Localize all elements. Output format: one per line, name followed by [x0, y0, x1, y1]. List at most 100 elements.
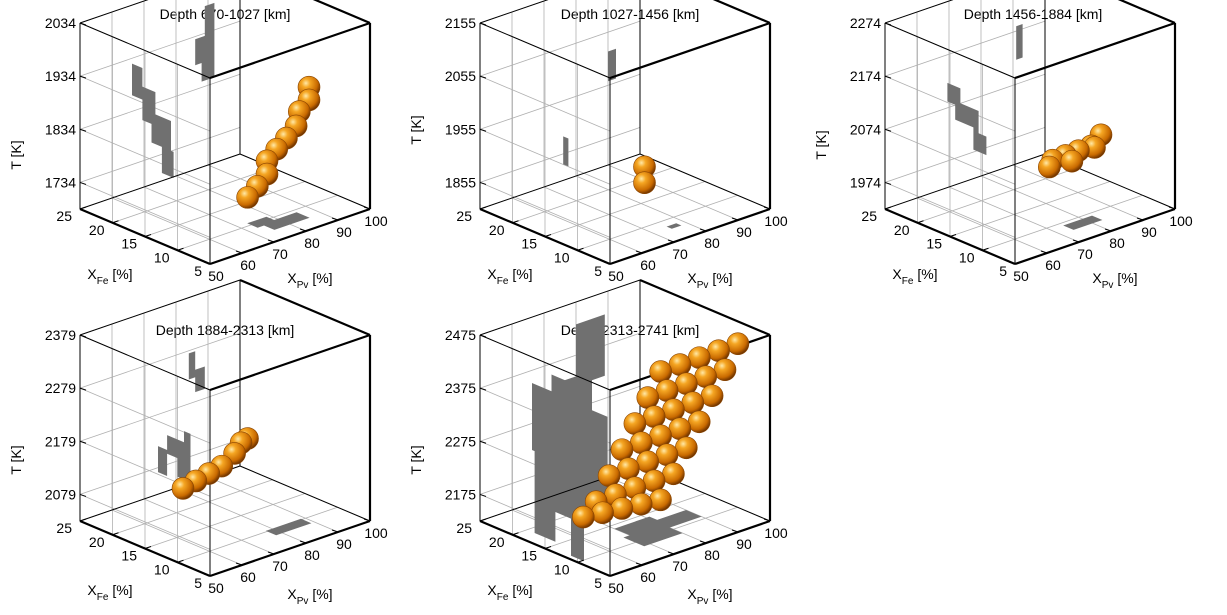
data-point-sphere [668, 353, 692, 376]
z-tick-mark [79, 387, 87, 391]
data-point-sphere [655, 379, 679, 402]
gridline-y-floor [112, 167, 273, 224]
z-tick-mark [884, 181, 892, 185]
frame-edge [479, 0, 549, 24]
data-point-sphere [642, 405, 666, 428]
z-tick-label: 2079 [45, 486, 76, 502]
y-tick-label: 5 [594, 575, 602, 591]
data-point-sphere [623, 412, 647, 435]
frame-edge-front [209, 519, 371, 578]
gridline-z-side-wall [884, 182, 1016, 238]
projection-xfe-t [132, 63, 174, 178]
x-tick-mark [667, 551, 675, 555]
data-point-sphere [617, 457, 640, 480]
data-point-sphere [236, 186, 259, 209]
gridline-y-floor [144, 493, 306, 549]
z-tick-label: 2155 [445, 15, 476, 31]
x-tick-mark [603, 573, 611, 577]
z-axis-label: T [K] [813, 130, 829, 159]
x-tick-mark [731, 529, 739, 533]
gridline-z-back-wall [479, 127, 641, 183]
panel-title: Depth 1027-1456 [km] [561, 6, 700, 22]
projection-xfe-t [158, 431, 191, 483]
y-tick-mark [112, 532, 119, 536]
y-tick-mark [577, 559, 584, 563]
y-tick-label: 5 [194, 575, 202, 591]
frame-edge-front [209, 333, 371, 392]
x-tick-label: 100 [764, 525, 788, 541]
x-tick-label: 90 [336, 536, 352, 552]
axes-frame [79, 278, 372, 578]
z-tick-mark [79, 334, 87, 338]
x-tick-mark [635, 562, 643, 566]
z-tick-mark [479, 440, 487, 444]
gridline-z-back-wall [884, 127, 1046, 183]
data-point-sphere [674, 436, 698, 460]
frame-edge-front [1117, 0, 1176, 25]
gridline-z-side-wall [79, 494, 211, 550]
gridline-z-back-wall [79, 332, 241, 389]
x-tick-mark [331, 529, 339, 533]
z-axis-label: T [K] [408, 115, 424, 144]
data-point-sphere [687, 346, 711, 369]
gridline-z-back-wall [79, 73, 241, 130]
gridline-z-back-wall [479, 332, 641, 389]
frame-edge [479, 153, 641, 210]
x-tick-label: 80 [304, 547, 320, 563]
z-tick-mark [79, 75, 87, 79]
z-tick-mark [479, 387, 487, 391]
z-tick-label: 1834 [45, 121, 76, 137]
tick-labels: 1974 2074 2174 2274 5 10 15 20 25 50 60 70 80 90 100 [850, 15, 1193, 284]
x-axis-label: XPv [%] [687, 586, 732, 607]
z-tick-mark [479, 75, 487, 79]
y-tick-label: 10 [154, 561, 170, 577]
data-point-sphere [713, 358, 737, 382]
y-tick-mark [479, 206, 487, 210]
data-point-sphere [649, 488, 672, 512]
data-markers [572, 332, 750, 529]
frame-edge [884, 153, 1046, 210]
gridline-z-back-wall [79, 385, 241, 442]
projection-xpv-t [608, 48, 616, 82]
y-tick-mark [144, 234, 152, 237]
x-axis-label: XPv [%] [687, 270, 732, 291]
y-tick-label: 10 [959, 249, 975, 265]
frame-edge-front [312, 0, 371, 25]
y-tick-mark [982, 247, 989, 251]
x-tick-label: 90 [1141, 224, 1157, 240]
y-tick-mark [144, 546, 152, 549]
frame-edge-front [609, 207, 771, 266]
x-tick-mark [699, 540, 707, 544]
y-tick-label: 20 [89, 222, 105, 238]
x-tick-mark [635, 250, 643, 254]
axes-frame [79, 0, 372, 266]
z-axis-label: T [K] [8, 140, 24, 169]
y-tick-mark [177, 247, 184, 251]
x-tick-label: 80 [304, 235, 320, 251]
frame-edge-front [209, 207, 371, 266]
panel-title: Depth 1884-2313 [km] [156, 322, 295, 338]
projection-xpv-t [556, 314, 605, 476]
data-markers [1038, 123, 1113, 179]
y-axis-label: XFe [%] [87, 582, 132, 603]
panel-title: Depth 670-1027 [km] [160, 6, 291, 22]
x-tick-label: 60 [240, 569, 256, 585]
gridline-y-floor [112, 479, 273, 536]
x-tick-label: 70 [272, 558, 288, 574]
data-point-sphere [675, 372, 698, 395]
data-point-sphere [630, 431, 653, 454]
gridline-z-side-wall [79, 128, 211, 185]
x-tick-label: 90 [736, 224, 752, 240]
y-tick-label: 15 [121, 236, 137, 252]
y-tick-mark [609, 261, 617, 265]
x-tick-label: 60 [240, 257, 256, 273]
projection-xpv-t [1016, 24, 1023, 60]
x-tick-mark [267, 239, 275, 243]
projection-xpv-xfe [247, 212, 310, 230]
y-tick-label: 25 [456, 520, 472, 536]
y-axis-label: XFe [%] [87, 266, 132, 287]
axes-frame [884, 0, 1177, 266]
frame-edge [479, 279, 641, 336]
gridline-y-floor [949, 181, 1111, 237]
